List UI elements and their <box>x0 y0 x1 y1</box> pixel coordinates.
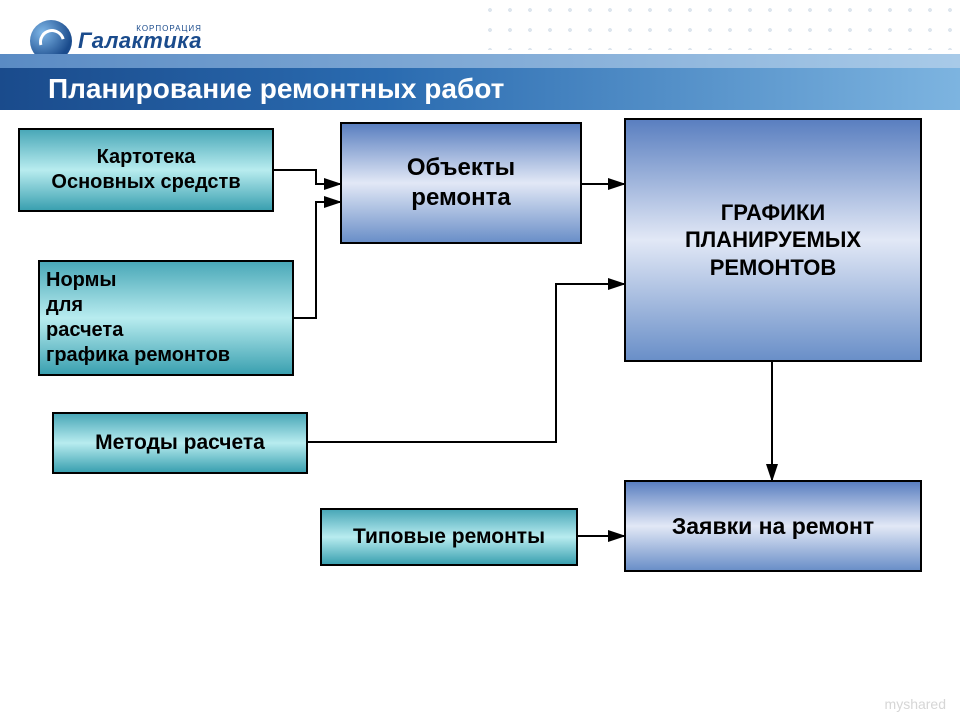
node-grafiki: ГРАФИКИ ПЛАНИРУЕМЫХ РЕМОНТОВ <box>624 118 922 362</box>
node-normy: Нормы для расчета графика ремонтов <box>38 260 294 376</box>
node-kartoteka: Картотека Основных средств <box>18 128 274 212</box>
node-label: Методы расчета <box>95 430 265 456</box>
node-tipovye: Типовые ремонты <box>320 508 578 566</box>
title-bar: Планирование ремонтных работ <box>0 68 960 110</box>
watermark: myshared <box>885 696 946 712</box>
node-zayavki: Заявки на ремонт <box>624 480 922 572</box>
node-label: Заявки на ремонт <box>672 512 874 541</box>
node-label: Нормы для расчета графика ремонтов <box>46 268 230 368</box>
page-title: Планирование ремонтных работ <box>48 73 504 105</box>
edge-kartoteka <box>274 170 340 184</box>
brand-subtitle: КОРПОРАЦИЯ <box>136 24 202 33</box>
node-label: ГРАФИКИ ПЛАНИРУЕМЫХ РЕМОНТОВ <box>685 199 861 282</box>
node-label: Картотека Основных средств <box>51 145 240 195</box>
node-metody: Методы расчета <box>52 412 308 474</box>
edge-metody <box>308 284 624 442</box>
node-label: Типовые ремонты <box>353 524 545 550</box>
edge-normy <box>294 202 340 318</box>
diagram-canvas: Картотека Основных средств Нормы для расч… <box>0 110 960 720</box>
node-obekty: Объекты ремонта <box>340 122 582 244</box>
node-label: Объекты ремонта <box>407 153 515 213</box>
header-dot-pattern <box>480 0 960 50</box>
